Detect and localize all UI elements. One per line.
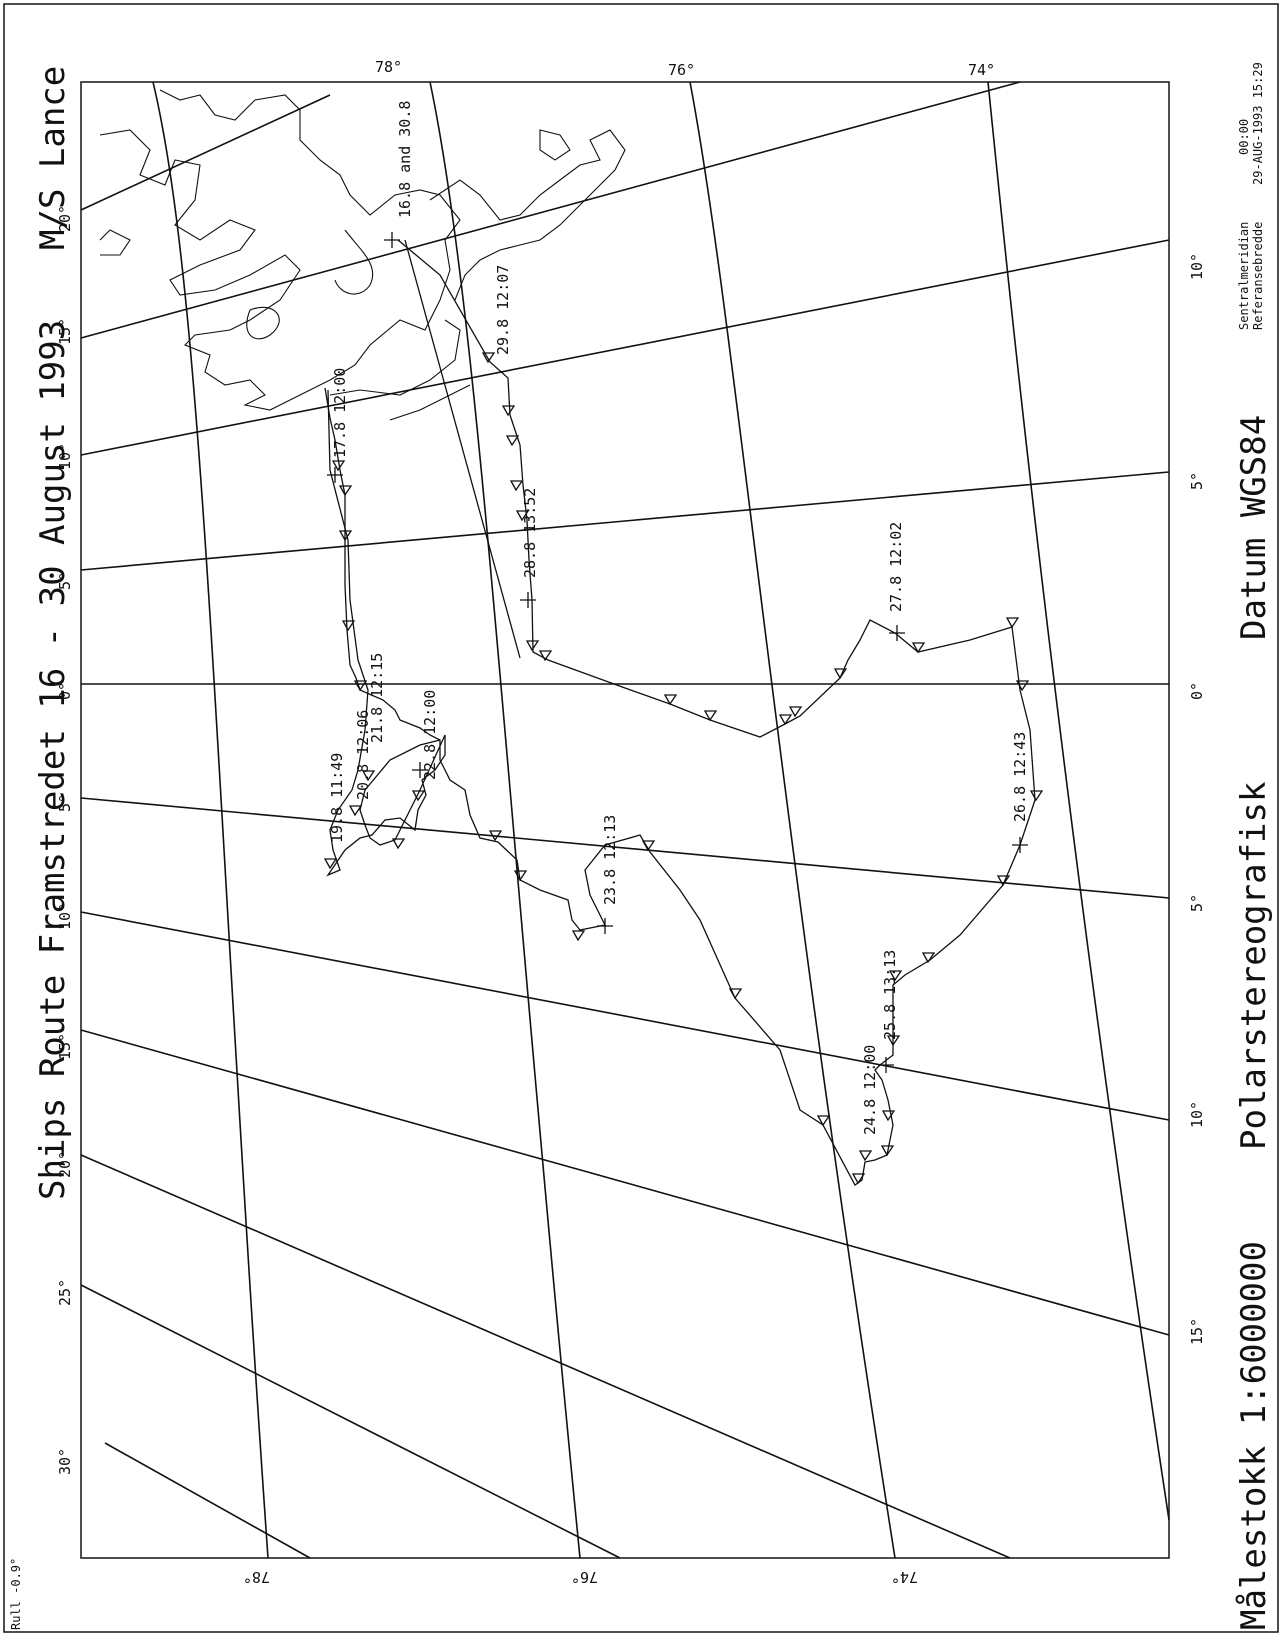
route-label: 28.8 13:52	[521, 488, 539, 578]
central-meridian-value: 00:00	[1237, 119, 1251, 155]
map-border	[80, 81, 1170, 1559]
lon-tick-right: 15°	[1188, 1318, 1206, 1345]
lon-tick-left: 5°	[56, 794, 74, 812]
lon-tick-right: 5°	[1188, 472, 1206, 490]
route-label: 27.8 12:02	[887, 522, 905, 612]
route-label: 16.8 and 30.8	[396, 101, 414, 218]
lat-tick-top: 74°	[968, 61, 995, 79]
lat-tick-top: 78°	[375, 58, 402, 76]
lon-tick-right: 10°	[1188, 1101, 1206, 1128]
lat-tick-bottom: 76°	[571, 1568, 598, 1586]
svalbard-coastline	[99, 89, 626, 421]
lat-tick-bottom: 78°	[243, 1568, 270, 1586]
ship-route	[324, 239, 1036, 1186]
longitude-lines	[80, 81, 1170, 1559]
roll-readout: Rull -0.9°	[9, 1558, 23, 1630]
lon-tick-left: 10°	[56, 443, 74, 470]
lon-tick-right: 10°	[1188, 253, 1206, 280]
route-label: 26.8 12:43	[1011, 732, 1029, 822]
lon-tick-right: 5°	[1188, 894, 1206, 912]
route-label: 17.8 12:00	[331, 368, 349, 458]
route-label: 21.8 12:15	[368, 653, 386, 743]
lon-tick-left: 15°	[56, 318, 74, 345]
route-markers	[323, 352, 1044, 1185]
lat-tick-top: 76°	[668, 61, 695, 79]
central-meridian-label: Sentralmeridian	[1237, 222, 1251, 330]
datum-title: Datum WGS84	[1234, 415, 1274, 640]
route-label: 29.8 12:07	[494, 265, 512, 355]
lon-tick-left: 5°	[56, 572, 74, 590]
noon-markers	[327, 232, 1028, 1073]
route-label: 20.8 12:06	[354, 710, 372, 800]
ship-title: M/S Lance	[33, 66, 73, 250]
route-label-group: 16.8 and 30.8 29.8 12:07 17.8 12:00 28.8…	[328, 101, 1029, 1135]
reference-value: 29-AUG-1993 15:29	[1251, 62, 1265, 185]
scale-title: Målestokk 1:6000000	[1234, 1241, 1274, 1630]
route-label: 19.8 11:49	[328, 753, 346, 843]
route-title: Ships Route Framstredet 16 - 30 August 1…	[33, 320, 73, 1200]
projection-title: Polarstereografisk	[1234, 782, 1274, 1150]
lon-tick-left: 20°	[56, 1151, 74, 1178]
lon-tick-left: 0°	[56, 682, 74, 700]
lon-tick-left: 30°	[56, 1448, 74, 1475]
route-label: 24.8 12:00	[861, 1045, 879, 1135]
route-label: 25.8 13:13	[881, 950, 899, 1040]
route-label: 23.8 12:13	[601, 815, 619, 905]
lat-tick-bottom: 74°	[891, 1568, 918, 1586]
lon-tick-left: 10°	[56, 903, 74, 930]
route-label: 22.8 12:00	[421, 690, 439, 780]
lon-tick-left: 25°	[56, 1279, 74, 1306]
outer-border	[3, 3, 1279, 1633]
latitude-lines	[152, 81, 1170, 1559]
reference-label: Referansebredde	[1251, 222, 1265, 330]
lon-tick-right: 0°	[1188, 682, 1206, 700]
lon-tick-left: 15°	[56, 1033, 74, 1060]
lon-tick-left: 20°	[56, 205, 74, 232]
